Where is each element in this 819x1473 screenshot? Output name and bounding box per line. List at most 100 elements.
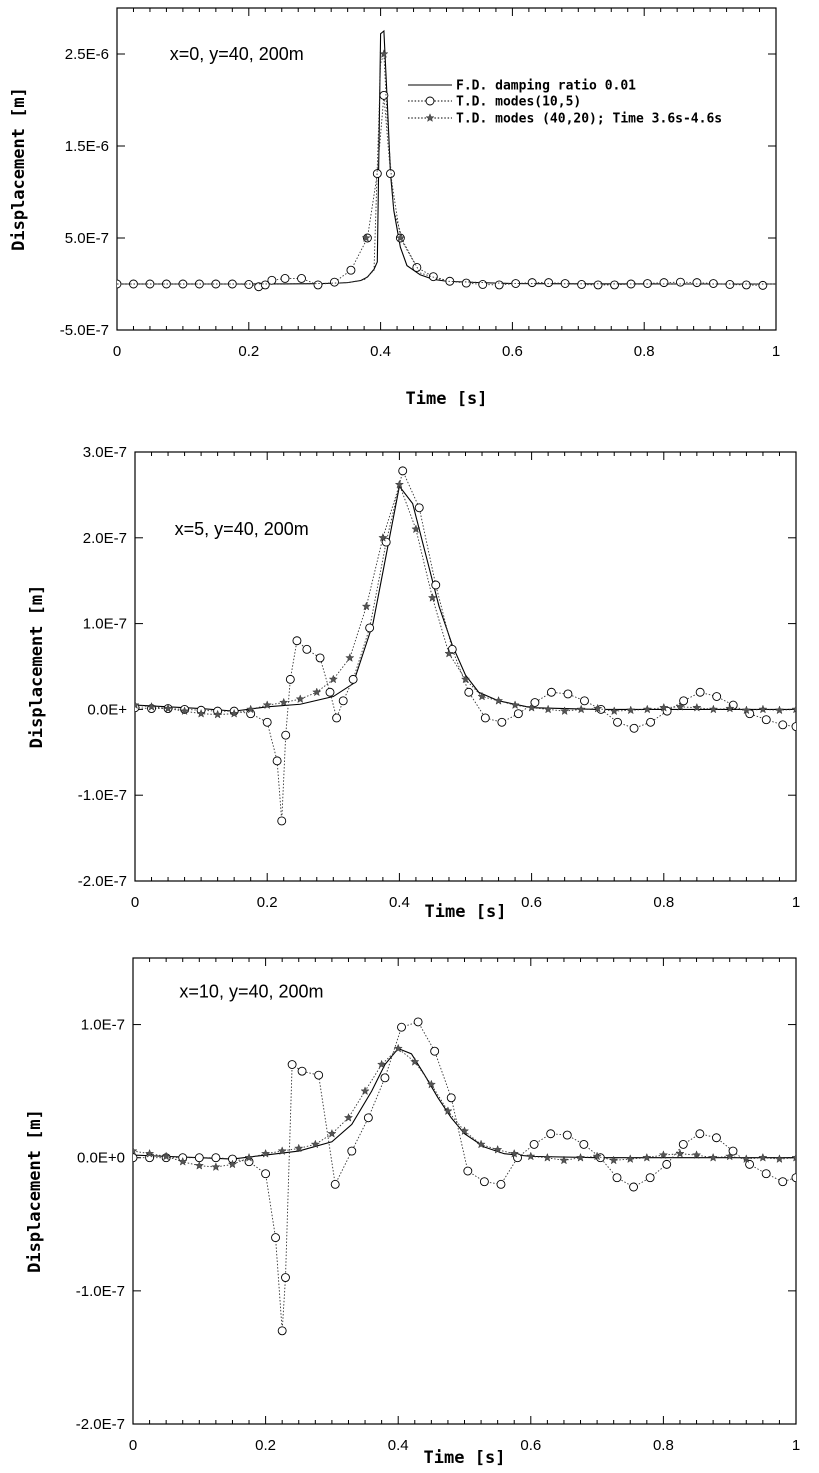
y-tick-label: 1.0E-7 bbox=[81, 1017, 125, 1034]
y-tick-label: 2.5E-6 bbox=[65, 46, 109, 63]
circle-marker bbox=[346, 265, 356, 275]
y-tick-label: 0.0E+ bbox=[87, 701, 127, 718]
circle-marker bbox=[497, 717, 507, 727]
circle-marker bbox=[612, 1173, 622, 1183]
star-marker bbox=[675, 702, 685, 711]
x-axis-title: Time [s] bbox=[424, 1448, 506, 1468]
circle-marker bbox=[778, 720, 788, 730]
star-marker bbox=[625, 1154, 635, 1163]
circle-marker bbox=[464, 687, 474, 697]
circle-marker bbox=[761, 715, 771, 725]
star-marker bbox=[526, 1151, 536, 1161]
series-line-2 bbox=[117, 95, 763, 288]
star-marker bbox=[609, 706, 619, 715]
panel-annotation: x=0, y=40, 200m bbox=[170, 44, 304, 64]
circle-marker bbox=[629, 1182, 639, 1192]
circle-marker bbox=[725, 280, 735, 289]
star-marker bbox=[642, 704, 652, 714]
x-tick-label: 0.8 bbox=[653, 894, 674, 911]
circle-marker bbox=[348, 674, 358, 684]
circle-marker bbox=[544, 278, 554, 288]
star-marker bbox=[394, 479, 404, 489]
chart-panel-1: 0 0.2 0.4 0.6 0.8 1 -5.0E-7 5.0E-7 1.5E-6 2.5E-6 T… bbox=[9, 7, 780, 409]
star-marker bbox=[279, 697, 289, 707]
circle-marker bbox=[645, 1173, 655, 1183]
star-marker bbox=[426, 1079, 436, 1089]
y-tick-label: 1.5E-6 bbox=[65, 138, 109, 155]
circle-marker bbox=[577, 280, 587, 289]
circle-marker bbox=[330, 277, 339, 287]
star-marker bbox=[277, 1146, 287, 1155]
star-marker bbox=[244, 1152, 254, 1162]
star-marker bbox=[725, 703, 735, 713]
circle-marker bbox=[708, 279, 718, 288]
x-tick-label: 1 bbox=[792, 894, 800, 911]
legend-circle-marker bbox=[425, 96, 435, 106]
circle-marker bbox=[478, 280, 488, 289]
star-marker bbox=[361, 233, 371, 242]
circle-marker bbox=[414, 503, 424, 513]
x-tick-label: 0 bbox=[131, 894, 139, 911]
circle-marker bbox=[778, 1177, 788, 1187]
star-marker bbox=[310, 1139, 320, 1149]
y-axis-title: Displacement [m] bbox=[27, 585, 47, 749]
star-marker bbox=[379, 49, 389, 58]
circle-marker bbox=[398, 466, 408, 476]
circle-marker bbox=[791, 722, 796, 732]
x-tick-label: 0.6 bbox=[502, 343, 523, 360]
circle-marker bbox=[741, 280, 751, 290]
circle-marker bbox=[678, 1139, 688, 1149]
circle-marker bbox=[347, 1146, 357, 1156]
star-marker bbox=[791, 1152, 796, 1162]
circle-marker bbox=[629, 723, 639, 733]
series-line-1 bbox=[117, 29, 776, 285]
circle-marker bbox=[461, 278, 471, 288]
circle-marker bbox=[580, 696, 589, 706]
circle-marker bbox=[297, 1066, 307, 1076]
circle-marker bbox=[315, 653, 325, 663]
plot-area bbox=[117, 29, 776, 292]
circle-marker bbox=[281, 1273, 290, 1282]
star-marker bbox=[510, 700, 520, 709]
circle-marker bbox=[325, 687, 335, 697]
star-marker bbox=[161, 1151, 171, 1161]
chart-panel-3: 0 0.2 0.4 0.6 0.8 1 -2.0E-7 -1.0E-7 0.0E+0 1.0E-7… bbox=[25, 957, 800, 1468]
star-marker bbox=[135, 700, 140, 709]
x-tick-label: 0.2 bbox=[255, 1437, 276, 1454]
circle-marker bbox=[280, 274, 290, 283]
x-axis-title: Time [s] bbox=[406, 389, 488, 409]
circle-marker bbox=[271, 1233, 280, 1243]
star-marker bbox=[133, 1146, 138, 1155]
x-tick-label: 0.4 bbox=[388, 1437, 409, 1454]
star-marker bbox=[708, 704, 718, 714]
circle-marker bbox=[610, 280, 619, 290]
circle-marker bbox=[133, 1153, 138, 1163]
circle-marker bbox=[277, 816, 287, 826]
star-marker bbox=[609, 1155, 619, 1165]
x-tick-label: 0.8 bbox=[634, 343, 655, 360]
legend-label-3: T.D. modes (40,20); Time 3.6s-4.6s bbox=[456, 112, 722, 127]
star-marker bbox=[312, 687, 322, 697]
star-marker bbox=[345, 653, 355, 662]
star-marker bbox=[213, 709, 223, 719]
star-marker bbox=[229, 708, 239, 718]
circle-marker bbox=[447, 644, 457, 654]
y-tick-label: -1.0E-7 bbox=[76, 1283, 125, 1300]
star-marker bbox=[494, 696, 504, 705]
y-tick-label: 1.0E-7 bbox=[83, 616, 127, 633]
circle-marker bbox=[272, 756, 282, 766]
star-marker bbox=[642, 1152, 652, 1162]
star-marker bbox=[626, 705, 636, 715]
x-tick-label: 1 bbox=[792, 1437, 800, 1454]
circle-marker bbox=[712, 692, 722, 701]
star-marker bbox=[227, 1159, 237, 1169]
x-tick-label: 0 bbox=[113, 343, 121, 360]
circle-marker bbox=[285, 674, 295, 684]
star-marker bbox=[395, 233, 405, 242]
circle-marker bbox=[529, 1139, 539, 1149]
star-marker bbox=[592, 1151, 602, 1161]
series-line-1 bbox=[133, 1047, 796, 1160]
circle-marker bbox=[662, 1159, 672, 1169]
circle-marker bbox=[679, 696, 689, 706]
